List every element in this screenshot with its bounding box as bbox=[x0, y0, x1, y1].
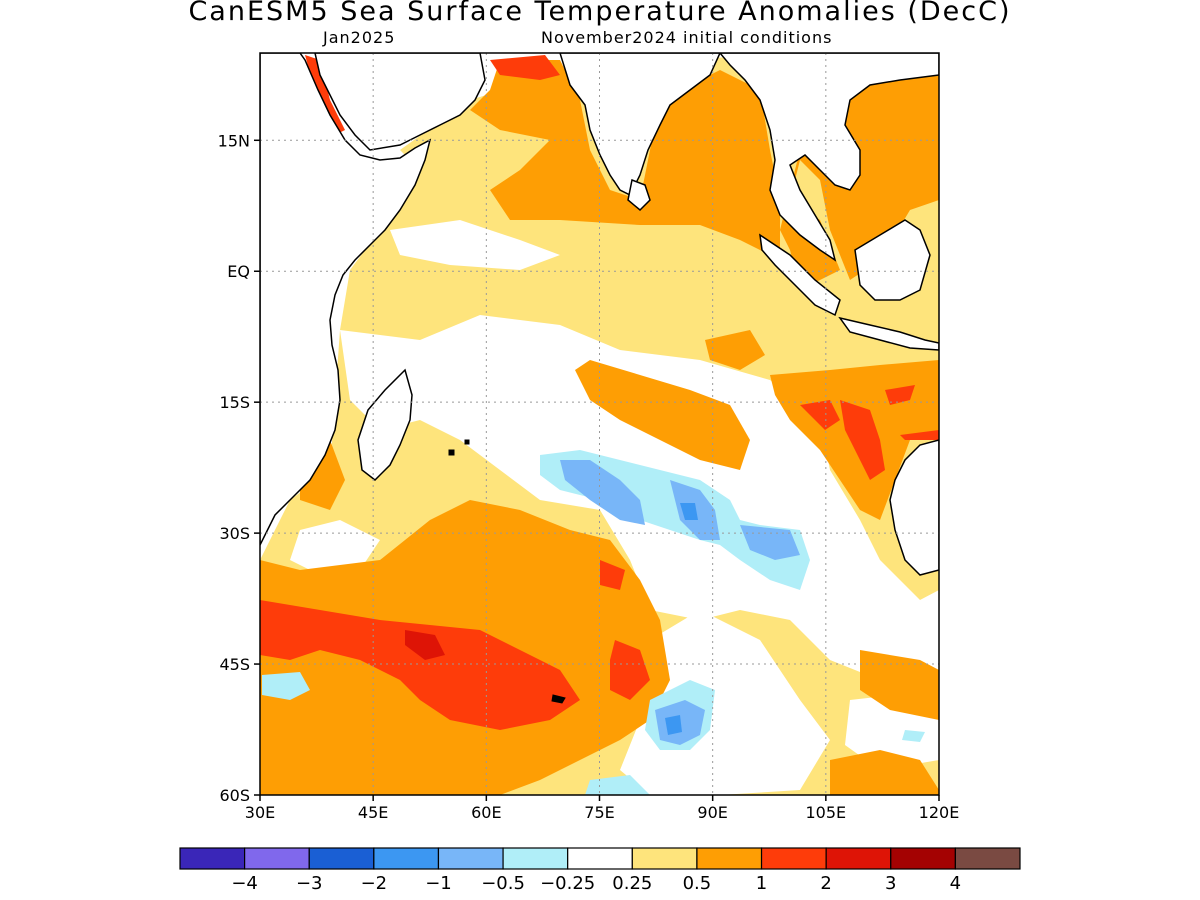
colorbar-label: −0.5 bbox=[481, 873, 525, 894]
colorbar-label: 0.25 bbox=[612, 873, 652, 894]
anomaly-region-red-australia-west bbox=[800, 400, 840, 430]
lat-tick-label: 45S bbox=[219, 655, 250, 674]
colorbar-swatch bbox=[437, 847, 504, 870]
colorbar: −4 −3 −2 −1 −0.5 −0.25 0.25 0.5 1 2 3 4 bbox=[179, 847, 1021, 894]
landmass-madagascar bbox=[357, 368, 413, 481]
landmass-se-asia bbox=[719, 53, 939, 262]
lon-tick-label: 105E bbox=[806, 803, 847, 822]
landmass-kerguelen bbox=[551, 694, 566, 704]
anomaly-region-neutral-2 bbox=[390, 220, 560, 270]
anomaly-region-red-southcentral bbox=[600, 560, 625, 590]
anomaly-region-orange-far-se bbox=[830, 750, 939, 795]
colorbar-label: −2 bbox=[361, 873, 388, 894]
landmass-mauritius bbox=[448, 439, 470, 456]
chart-title: CanESM5 Sea Surface Temperature Anomalie… bbox=[188, 0, 1012, 27]
colorbar-label: 1 bbox=[756, 873, 767, 894]
lat-tick-label: 30S bbox=[219, 524, 250, 543]
colorbar-swatch bbox=[825, 847, 892, 870]
landmass-sumatra bbox=[759, 233, 841, 317]
anomaly-region-cool-west bbox=[262, 672, 310, 700]
lon-tick-label: 90E bbox=[697, 803, 727, 822]
anomaly-region-orange-se bbox=[860, 650, 939, 720]
lon-tick-label: 60E bbox=[471, 803, 501, 822]
landmass-srilanka bbox=[627, 178, 651, 212]
grid bbox=[260, 53, 939, 795]
colorbar-label: −0.25 bbox=[540, 873, 595, 894]
anomaly-region-cool-mid bbox=[680, 503, 698, 520]
anomaly-region-orange-central bbox=[575, 360, 750, 470]
lat-tick-label: 15N bbox=[218, 131, 250, 150]
colorbar-swatch bbox=[244, 847, 310, 870]
initial-conditions: November2024 initial conditions bbox=[541, 28, 833, 47]
lon-tick-label: 120E bbox=[919, 803, 960, 822]
lon-tick-label: 75E bbox=[584, 803, 614, 822]
anomaly-region-red-south bbox=[260, 600, 580, 730]
colorbar-label: −4 bbox=[231, 873, 258, 894]
anomaly-region-orange-patch bbox=[705, 330, 765, 370]
colorbar-swatch bbox=[631, 847, 698, 870]
anomaly-region-darkred bbox=[405, 630, 445, 660]
colorbar-label: 4 bbox=[950, 873, 961, 894]
landmass-borneo bbox=[854, 219, 931, 301]
anomaly-region-cool-south-mid bbox=[665, 715, 682, 735]
lat-tick-label: 60S bbox=[219, 786, 250, 805]
landmass-java bbox=[838, 316, 939, 351]
colorbar-swatch bbox=[890, 847, 956, 870]
anomaly-region-red-southeast bbox=[610, 640, 650, 700]
lat-tick-label: EQ bbox=[227, 262, 250, 281]
colorbar-swatch bbox=[567, 847, 633, 870]
colorbar-swatch bbox=[760, 847, 827, 870]
colorbar-label: −1 bbox=[425, 873, 452, 894]
anomaly-region-neutral-5 bbox=[290, 520, 380, 575]
forecast-month: Jan2025 bbox=[323, 28, 396, 47]
landmass-africa bbox=[260, 53, 432, 546]
colorbar-label: 2 bbox=[820, 873, 831, 894]
colorbar-swatch bbox=[373, 847, 440, 870]
colorbar-swatch bbox=[502, 847, 569, 870]
anomaly-region-cool-far-south bbox=[585, 775, 650, 795]
anomaly-region-red-arabian-top bbox=[490, 55, 560, 80]
anomaly-region-red-east-band bbox=[885, 385, 939, 440]
colorbar-label: 3 bbox=[885, 873, 896, 894]
lat-tick-label: 15S bbox=[219, 393, 250, 412]
anomaly-region-cool-light bbox=[560, 460, 645, 525]
axis-ticks: 30E 45E 60E 75E 90E 105E 120E 15N EQ 15S 30S 45S 60S bbox=[218, 131, 960, 822]
anomaly-region-cool-far-se bbox=[902, 730, 925, 742]
landmass-australia bbox=[889, 439, 939, 576]
anomaly-region-red-redsea bbox=[305, 55, 345, 135]
anomaly-field bbox=[260, 53, 939, 795]
lon-tick-label: 30E bbox=[245, 803, 275, 822]
colorbar-label: 0.5 bbox=[683, 873, 712, 894]
colorbar-label: −3 bbox=[296, 873, 323, 894]
colorbar-swatch bbox=[954, 847, 1021, 870]
colorbar-swatch bbox=[179, 847, 246, 870]
colorbar-swatch bbox=[696, 847, 763, 870]
anomaly-region-orange-arabian bbox=[470, 60, 780, 260]
lon-tick-label: 45E bbox=[358, 803, 388, 822]
anomaly-region-cool-light-3 bbox=[740, 525, 800, 560]
anomaly-region-red-australia-nw bbox=[840, 400, 885, 480]
colorbar-swatch bbox=[308, 847, 375, 870]
